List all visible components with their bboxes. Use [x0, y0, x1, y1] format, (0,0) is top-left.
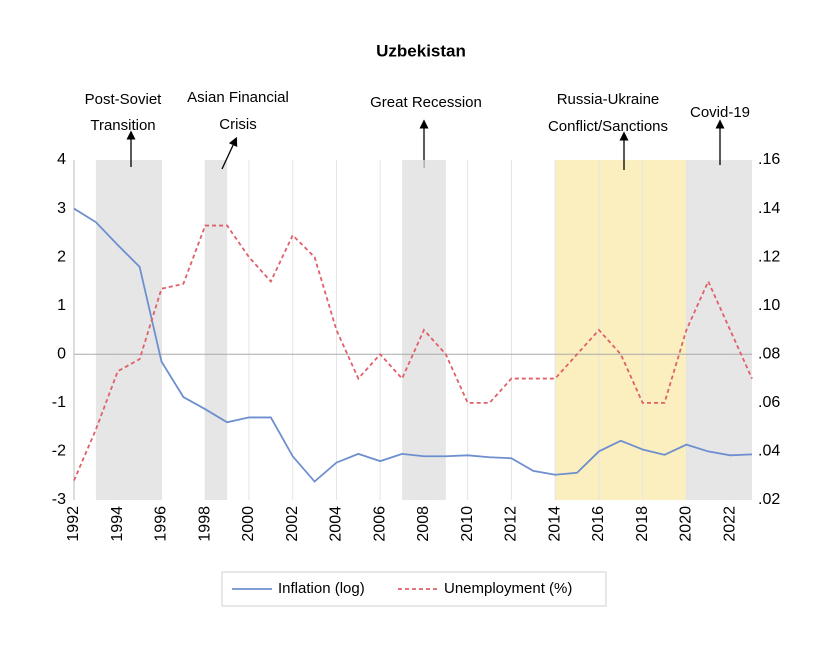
period-label: Asian Financial — [187, 89, 289, 106]
period-band — [95, 160, 162, 500]
y2-tick-label: .10 — [758, 297, 780, 314]
x-tick-label: 1996 — [153, 506, 170, 542]
x-tick-label: 2014 — [546, 506, 563, 542]
y-tick-label: 4 — [57, 151, 66, 168]
period-band — [205, 160, 228, 500]
y-tick-label: -1 — [52, 394, 66, 411]
x-tick-label: 2022 — [721, 506, 738, 542]
x-tick-label: 2010 — [459, 506, 476, 542]
legend-label: Unemployment (%) — [444, 580, 572, 597]
y2-tick-label: .04 — [758, 443, 780, 460]
x-tick-label: 1998 — [196, 506, 213, 542]
period-label: Crisis — [219, 116, 257, 133]
x-tick-label: 2018 — [634, 506, 651, 542]
series-line — [73, 224, 753, 481]
y2-tick-label: .06 — [758, 394, 780, 411]
period-label: Covid-19 — [690, 104, 750, 121]
period-label: Great Recession — [370, 94, 482, 111]
annotation-arrow — [221, 136, 238, 170]
period-label: Russia-Ukraine — [557, 91, 660, 108]
y2-tick-label: .02 — [758, 491, 780, 508]
x-tick-label: 1992 — [65, 506, 82, 542]
x-tick-label: 2016 — [590, 506, 607, 542]
period-label: Conflict/Sanctions — [548, 118, 668, 135]
x-tick-label: 2006 — [371, 506, 388, 542]
y2-tick-label: .16 — [758, 151, 780, 168]
x-tick-label: 2012 — [503, 506, 520, 542]
chart-title: Uzbekistan — [376, 41, 466, 60]
x-tick-label: 2000 — [240, 506, 257, 542]
y2-tick-label: .14 — [758, 200, 780, 217]
y2-tick-label: .08 — [758, 346, 780, 363]
x-tick-label: 1994 — [109, 506, 126, 542]
legend-label: Inflation (log) — [278, 580, 365, 597]
x-tick-label: 2002 — [284, 506, 301, 542]
x-tick-label: 2008 — [415, 506, 432, 542]
x-tick-label: 2004 — [328, 506, 345, 542]
y-tick-label: 1 — [57, 297, 66, 314]
period-label: Transition — [90, 117, 155, 134]
period-band — [686, 160, 752, 500]
period-band — [555, 160, 687, 500]
period-label: Post-Soviet — [85, 91, 163, 108]
y-tick-label: 2 — [57, 248, 66, 265]
y-tick-label: 3 — [57, 200, 66, 217]
legend-box — [221, 571, 607, 607]
x-tick-label: 2020 — [678, 506, 695, 542]
y-tick-label: -3 — [52, 491, 66, 508]
y-tick-label: 0 — [57, 346, 66, 363]
y-tick-label: -2 — [52, 443, 66, 460]
y2-tick-label: .12 — [758, 248, 780, 265]
series-line — [73, 207, 753, 483]
